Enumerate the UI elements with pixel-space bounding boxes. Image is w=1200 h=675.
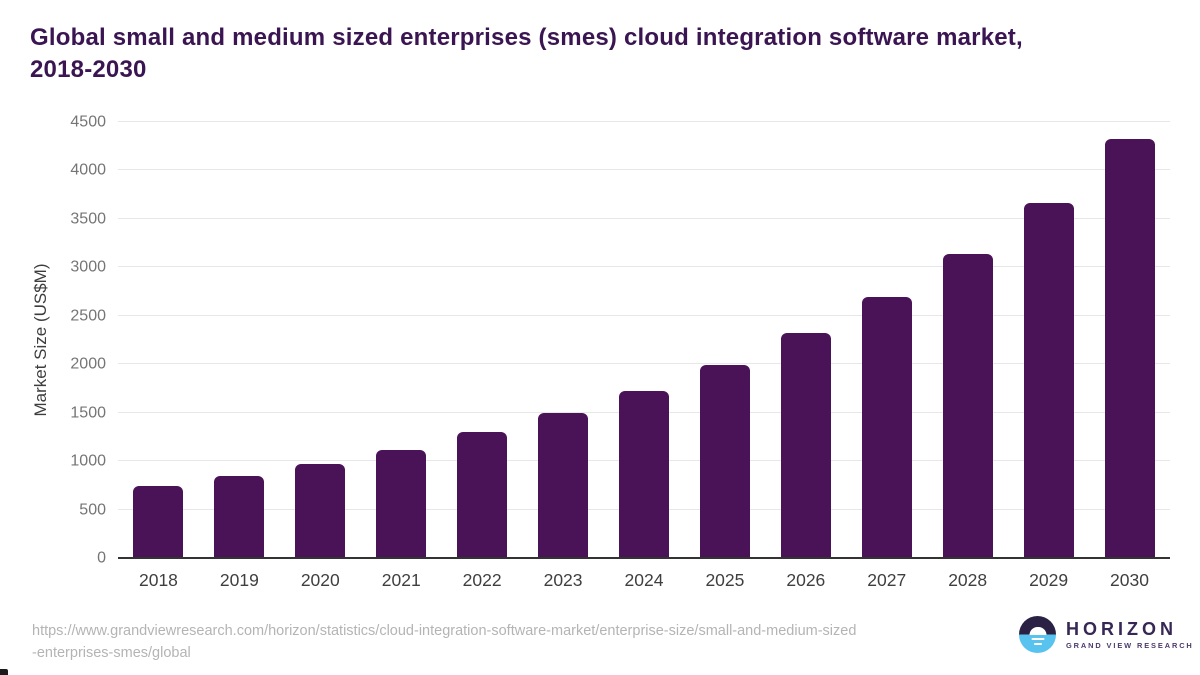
gridline (118, 121, 1170, 122)
bar-2022 (457, 432, 508, 558)
x-axis-tick-label: 2030 (1110, 570, 1149, 590)
logo-name: HORIZON (1066, 618, 1177, 639)
chart-title-line2: 2018-2030 (30, 56, 147, 83)
reflection-dash (1033, 642, 1042, 646)
bar-column (927, 122, 1008, 558)
y-axis-tick-label: 4000 (70, 161, 106, 179)
x-axis-tick-label: 2028 (948, 570, 988, 590)
y-axis-tick-label: 1500 (70, 404, 106, 422)
x-axis-tick-label: 2023 (543, 570, 583, 590)
x-axis-tick-label: 2026 (786, 570, 826, 590)
gridline (118, 314, 1170, 316)
bar-2024 (618, 391, 669, 558)
bar-column (280, 122, 361, 558)
plot-area (118, 121, 1170, 559)
logo-text: HORIZON GRAND VIEW RESEARCH (1066, 620, 1194, 650)
bar-column (118, 122, 199, 558)
y-axis-tick-label: 2500 (70, 307, 106, 325)
y-axis-tick-label: 500 (79, 501, 106, 519)
bar-2020 (295, 464, 346, 558)
horizon-logo: HORIZON GRAND VIEW RESEARCH (1019, 616, 1194, 653)
bar-2019 (214, 476, 265, 558)
bar-column (1008, 122, 1089, 558)
y-axis-tick-label: 4500 (70, 113, 106, 131)
bar-column (199, 122, 280, 558)
chart-title: Global small and medium sized enterprise… (30, 22, 1180, 86)
bar-2030 (1104, 139, 1155, 558)
x-axis-tick-label: 2024 (624, 570, 664, 590)
x-axis-tick-label: 2025 (705, 570, 745, 590)
bar-2025 (699, 364, 750, 558)
y-axis-tick-label: 3000 (70, 258, 106, 276)
horizon-sunset-icon (1019, 616, 1056, 653)
bar-column (604, 122, 685, 558)
bar-2029 (1023, 202, 1074, 558)
bar-column (442, 122, 523, 558)
gridline (118, 266, 1170, 268)
bar-column (684, 122, 765, 558)
screenshot-corner-artifact (0, 669, 8, 675)
bar-2021 (376, 449, 427, 558)
bar-2027 (861, 296, 912, 558)
bar-2018 (133, 486, 184, 558)
x-axis-tick-label: 2018 (138, 570, 178, 590)
bar-column (523, 122, 604, 558)
x-axis-tick-label: 2022 (462, 570, 502, 590)
chart-title-line1: Global small and medium sized enterprise… (30, 24, 1023, 51)
x-axis-line (118, 557, 1170, 559)
x-axis-tick-label: 2019 (219, 570, 259, 590)
y-axis-tick-labels: 0 500 1000 1500 2000 2500 3000 3500 4000 4500 (0, 114, 106, 567)
x-axis-tick-label: 2020 (300, 570, 340, 590)
bar-2026 (780, 333, 831, 558)
reflection-dash (1031, 637, 1044, 641)
logo-subtitle: GRAND VIEW RESEARCH (1066, 640, 1194, 650)
sun-dome-shape (1029, 626, 1046, 635)
bar-series (118, 122, 1170, 558)
bar-2023 (538, 412, 589, 558)
gridline (118, 363, 1170, 365)
y-axis-tick-label: 0 (97, 549, 106, 567)
x-axis-tick-label: 2029 (1029, 570, 1069, 590)
y-axis-tick-label: 3500 (70, 210, 106, 228)
y-axis-tick-label: 2000 (70, 355, 106, 373)
source-url-line1: https://www.grandviewresearch.com/horizo… (32, 623, 857, 639)
gridline (118, 217, 1170, 219)
bar-column (361, 122, 442, 558)
bar-column (1089, 122, 1170, 558)
x-axis-tick-label: 2021 (381, 570, 421, 590)
x-axis-tick-label: 2027 (867, 570, 907, 590)
bar-2028 (942, 254, 993, 558)
bar-column (765, 122, 846, 558)
y-axis-tick-label: 1000 (70, 452, 106, 470)
source-url: https://www.grandviewresearch.com/horizo… (32, 620, 856, 664)
bar-column (846, 122, 927, 558)
source-url-line2: -enterprises-smes/global (32, 645, 191, 661)
x-axis-tick-labels: 2018 2019 2020 2021 2022 2023 2024 2025 2026 2027… (118, 570, 1170, 591)
gridline (118, 169, 1170, 171)
